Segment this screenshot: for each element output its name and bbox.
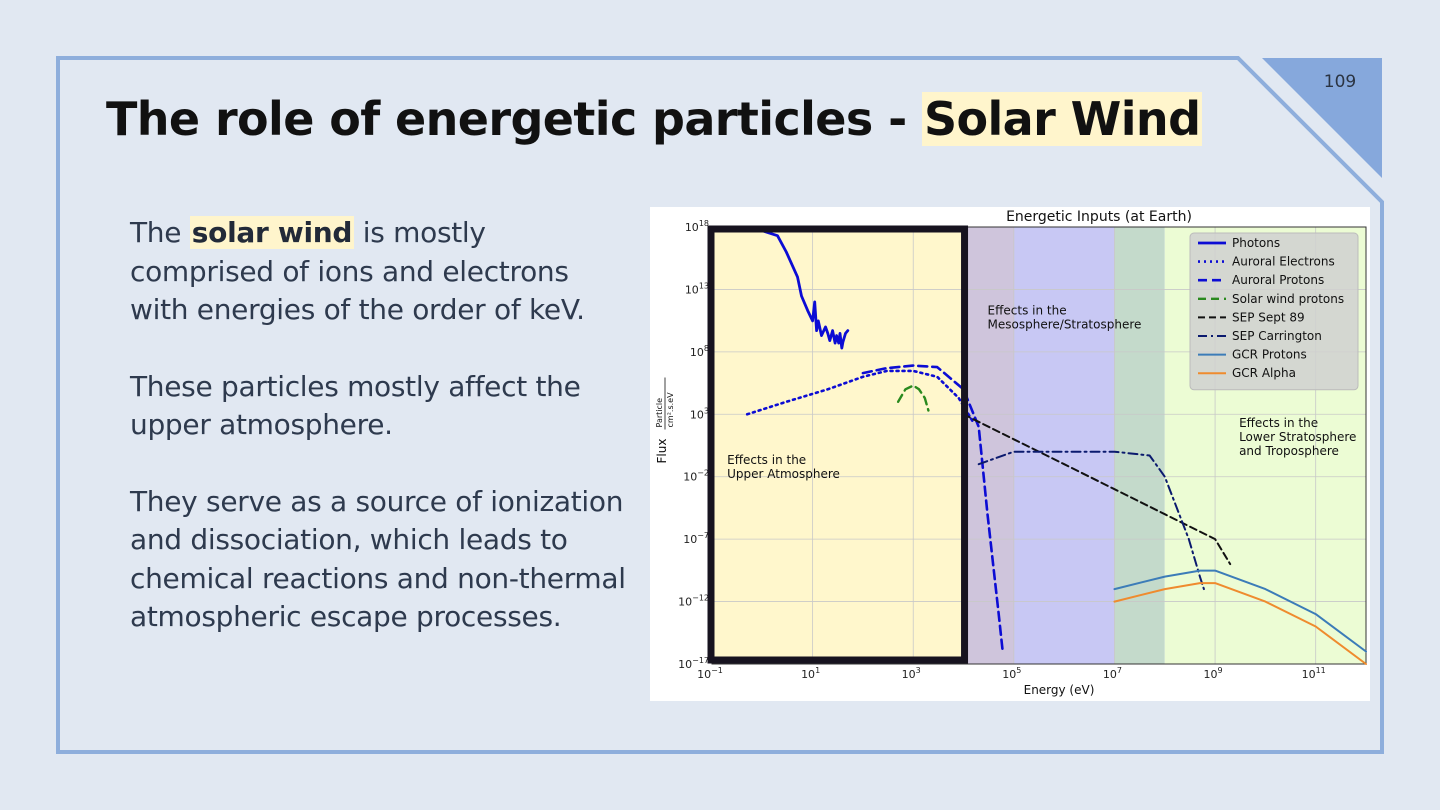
y-tick-label: 10−2	[683, 469, 709, 484]
slide-title: The role of energetic particles - Solar …	[106, 92, 1203, 146]
region-label: Effects in the	[988, 303, 1067, 317]
region-label: Lower Stratosphere	[1239, 430, 1356, 444]
paragraph-upper-atmosphere: These particles mostly affect the upper …	[130, 369, 581, 442]
series-photons	[745, 225, 850, 350]
region-label: and Troposphere	[1239, 444, 1339, 458]
energetic-inputs-chart: 10−1 101 103 105 107 109 1011 10−17 10−12 10−7 10−…	[650, 207, 1370, 701]
p1-prefix: The	[130, 216, 190, 249]
region-label: Effects in the	[727, 453, 806, 467]
legend-label: GCR Alpha	[1232, 366, 1296, 380]
x-tick-label: 103	[902, 666, 921, 681]
series-sep-carrington	[977, 450, 1205, 591]
series-gcr-alpha	[1113, 582, 1367, 665]
legend-label: GCR Protons	[1232, 348, 1307, 362]
upper-atmosphere-highlight-box	[707, 225, 969, 664]
band-upper-atmosphere	[712, 227, 964, 664]
paragraph-ionization: They serve as a source of ionization and…	[130, 484, 626, 634]
body-text: The solar wind is mostly comprised of io…	[130, 214, 630, 675]
band-meso-strat	[963, 227, 1014, 664]
legend-label: Auroral Protons	[1232, 273, 1324, 287]
legend-label: SEP Carrington	[1232, 329, 1322, 343]
chart-title: Energetic Inputs (at Earth)	[1006, 209, 1192, 225]
y-tick-label: 10−7	[683, 531, 709, 546]
x-tick-label: 101	[801, 666, 820, 681]
x-axis-label: Energy (eV)	[1024, 683, 1095, 697]
y-tick-label: 1013	[685, 281, 709, 296]
legend-label: SEP Sept 89	[1232, 310, 1305, 324]
title-highlight: Solar Wind	[921, 92, 1203, 146]
y-axis-unit-numerator: Particle	[655, 398, 664, 428]
series-solar-wind-protons	[896, 384, 930, 412]
paragraph-solar-wind: The solar wind is mostly comprised of io…	[130, 214, 630, 330]
y-axis-unit-denominator: cm².s.eV	[666, 392, 675, 428]
legend-label: Solar wind protons	[1232, 292, 1344, 306]
y-axis-label: Flux	[655, 439, 669, 464]
series-auroral-electrons	[745, 369, 974, 423]
band-meso-strat-blue	[1013, 227, 1115, 664]
slide-border	[56, 56, 1384, 754]
solar-wind-highlight: solar wind	[189, 216, 355, 249]
y-tick-label: 103	[690, 406, 709, 421]
x-tick-label: 10−1	[697, 666, 723, 681]
legend-label: Auroral Electrons	[1232, 255, 1335, 269]
series-auroral-protons	[861, 364, 1004, 653]
region-label: Effects in the	[1239, 416, 1318, 430]
x-tick-label: 109	[1204, 666, 1223, 681]
band-overlap	[1114, 227, 1165, 664]
x-tick-label: 1011	[1302, 666, 1326, 681]
series-sep-sept-89	[962, 413, 1232, 566]
y-tick-label: 1018	[685, 219, 709, 234]
corner-fold	[1262, 58, 1382, 178]
y-tick-label: 108	[690, 344, 709, 359]
legend-label: Photons	[1232, 236, 1280, 250]
chart-svg: 10−1 101 103 105 107 109 1011 10−17 10−12 10−7 10−…	[655, 209, 1367, 697]
p1-suffix: is mostly comprised of ions and electron…	[130, 216, 585, 326]
y-tick-label: 10−12	[678, 594, 709, 609]
page-number: 109	[1323, 72, 1357, 92]
y-axis-label-group: Flux Particle cm².s.eV	[655, 377, 675, 464]
series-gcr-protons	[1113, 569, 1367, 653]
region-label: Mesosphere/Stratosphere	[988, 317, 1142, 331]
x-tick-label: 107	[1103, 666, 1122, 681]
region-label: Upper Atmosphere	[727, 467, 840, 481]
x-tick-label: 105	[1002, 666, 1021, 681]
title-prefix: The role of energetic particles -	[106, 92, 922, 146]
legend-box	[1189, 232, 1359, 391]
y-tick-label: 10−17	[678, 656, 709, 671]
